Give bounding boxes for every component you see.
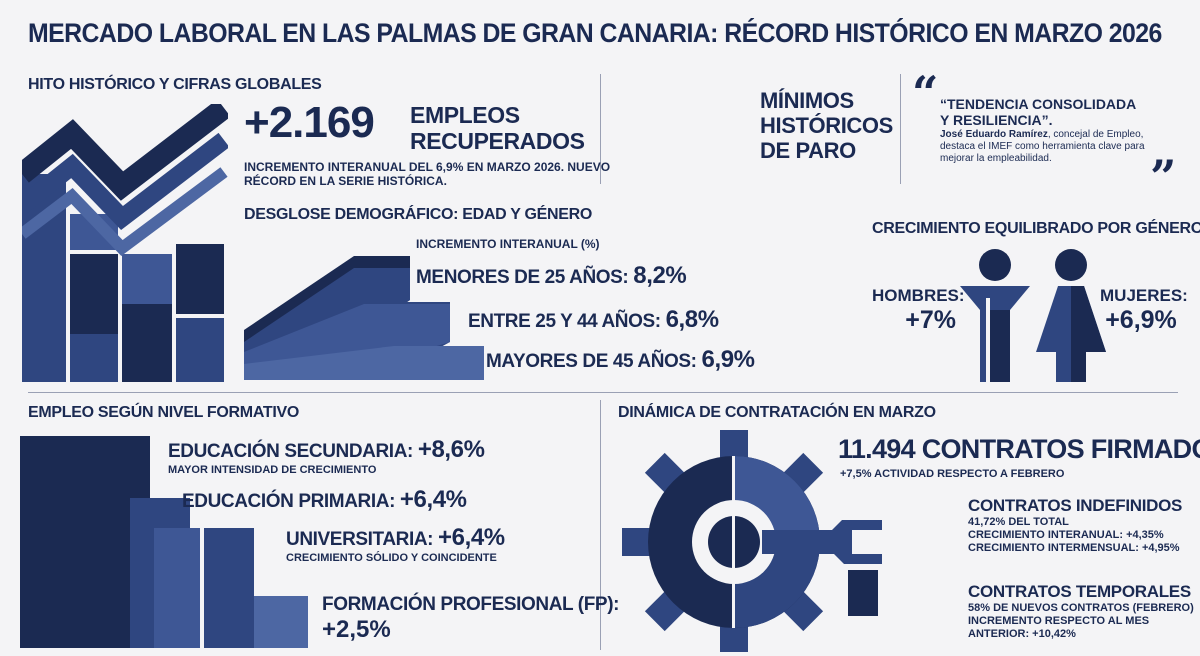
demografico-item-value: 6,9%	[701, 346, 756, 373]
indefinidos-line1: 41,72% DEL TOTAL	[968, 516, 1069, 528]
hito-desc-line1: INCREMENTO INTERANUAL DEL 6,9% EN MARZO …	[244, 160, 611, 174]
temporales-line3: ANTERIOR: +10,42%	[968, 628, 1076, 640]
temporales-line2: INCREMENTO RESPECTO AL MES	[968, 615, 1150, 627]
section-title-formativo: EMPLEO SEGÚN NIVEL FORMATIVO	[28, 404, 300, 421]
demografico-item-label: MAYORES DE 45 AÑOS:	[486, 351, 697, 372]
indefinidos-line2: CRECIMIENTO INTERANUAL: +4,35%	[968, 529, 1164, 541]
temporales-title: CONTRATOS TEMPORALES	[968, 582, 1191, 601]
page-title: MERCADO LABORAL EN LAS PALMAS DE GRAN CA…	[28, 18, 1162, 48]
quote-block: “TENDENCIA CONSOLIDADA Y RESILIENCIA”. J…	[940, 96, 1170, 165]
formativo-item-label: FORMACIÓN PROFESIONAL (FP):	[322, 594, 620, 615]
contratos-headline: 11.494 CONTRATOS FIRMADOS	[838, 434, 1200, 464]
formativo-item-label: EDUCACIÓN SECUNDARIA:	[168, 441, 413, 462]
contratos-headline-sub: +7,5% ACTIVIDAD RESPECTO A FEBRERO	[840, 468, 1065, 480]
minimos-paro: MÍNIMOS HISTÓRICOS DE PARO	[760, 88, 893, 163]
hombres-value: +7%	[905, 306, 956, 334]
demografico-item-value: 6,8%	[665, 306, 720, 333]
demografico-item-menores: MENORES DE 25 AÑOS: 8,2%	[416, 262, 687, 290]
gear-icon	[622, 430, 882, 652]
hito-value: +2.169	[244, 98, 375, 147]
quote-line1: “TENDENCIA CONSOLIDADA	[940, 96, 1137, 112]
demografico-item-value: 8,2%	[633, 262, 687, 289]
formativo-item-value: +6,4%	[438, 524, 505, 551]
indefinidos-title: CONTRATOS INDEFINIDOS	[968, 496, 1183, 515]
divider	[600, 74, 601, 184]
hito-description: INCREMENTO INTERANUAL DEL 6,9% EN MARZO …	[244, 160, 610, 188]
quote-text-line3: mejorar la empleabilidad.	[940, 153, 1052, 164]
quote-text: José Eduardo Ramírez, concejal de Empleo…	[940, 129, 1170, 165]
quote-text-line2: destaca el IMEF como herramienta clave p…	[940, 141, 1145, 152]
formativo-item-note: MAYOR INTENSIDAD DE CRECIMIENTO	[168, 464, 377, 476]
section-title-hito: HITO HISTÓRICO Y CIFRAS GLOBALES	[28, 76, 322, 93]
section-title-genero: CRECIMIENTO EQUILIBRADO POR GÉNERO	[872, 220, 1200, 237]
minimos-line1: MÍNIMOS	[760, 88, 854, 113]
quote-author: José Eduardo Ramírez	[940, 129, 1048, 140]
man-icon	[960, 249, 1030, 382]
divider	[600, 400, 601, 650]
formativo-item-primaria: EDUCACIÓN PRIMARIA: +6,4%	[182, 486, 467, 514]
genero-hombres: HOMBRES: +7%	[872, 286, 965, 335]
demografico-item-entre: ENTRE 25 Y 44 AÑOS: 6,8%	[468, 306, 719, 334]
bars-growth-icon	[22, 104, 228, 382]
divider	[900, 74, 901, 184]
formativo-item-value: +8,6%	[417, 436, 485, 463]
hombres-label: HOMBRES:	[872, 286, 965, 305]
education-blocks-icon	[20, 436, 308, 648]
section-title-demografico: DESGLOSE DEMOGRÁFICO: EDAD Y GÉNERO	[244, 206, 593, 223]
minimos-line3: DE PARO	[760, 138, 856, 163]
minimos-line2: HISTÓRICOS	[760, 113, 893, 138]
contratos-temporales: CONTRATOS TEMPORALES 58% DE NUEVOS CONTR…	[968, 582, 1194, 641]
formativo-item-note: CRECIMIENTO SÓLIDO Y COINCIDENTE	[286, 552, 497, 564]
formativo-item-secundaria: EDUCACIÓN SECUNDARIA: +8,6% MAYOR INTENS…	[168, 436, 485, 477]
stairs-chart-icon	[244, 256, 484, 380]
indefinidos-line3: CRECIMIENTO INTERMENSUAL: +4,95%	[968, 542, 1180, 554]
divider	[28, 392, 1178, 393]
formativo-item-value: +6,4%	[399, 486, 467, 513]
temporales-line1: 58% DE NUEVOS CONTRATOS (FEBRERO)	[968, 602, 1194, 614]
quote-author-rest: , concejal de Empleo,	[1047, 129, 1144, 140]
section-title-contratacion: DINÁMICA DE CONTRATACIÓN EN MARZO	[618, 404, 936, 421]
woman-icon	[1036, 249, 1106, 382]
formativo-item-fp: FORMACIÓN PROFESIONAL (FP): +2,5%	[322, 594, 619, 644]
formativo-item-universitaria: UNIVERSITARIA: +6,4% CRECIMIENTO SÓLIDO …	[286, 524, 505, 565]
hito-desc-line2: RÉCORD EN LA SERIE HISTÓRICA.	[244, 174, 447, 188]
quote-open-icon: “	[912, 66, 939, 120]
hito-label-line2: RECUPERADOS	[410, 128, 585, 154]
formativo-item-label: EDUCACIÓN PRIMARIA:	[182, 491, 396, 512]
demografico-item-mayores: MAYORES DE 45 AÑOS: 6,9%	[486, 346, 755, 374]
demografico-item-label: ENTRE 25 Y 44 AÑOS:	[468, 311, 661, 332]
demografico-subtitle: INCREMENTO INTERANUAL (%)	[416, 237, 600, 251]
hito-label: EMPLEOS RECUPERADOS	[410, 102, 585, 154]
mujeres-value: +6,9%	[1105, 306, 1177, 334]
genero-mujeres: MUJERES: +6,9%	[1100, 286, 1188, 335]
contratos-indefinidos: CONTRATOS INDEFINIDOS 41,72% DEL TOTAL C…	[968, 496, 1182, 555]
formativo-item-label: UNIVERSITARIA:	[286, 529, 434, 550]
mujeres-label: MUJERES:	[1100, 286, 1188, 305]
quote-close-icon: ”	[1150, 150, 1177, 204]
formativo-item-value: +2,5%	[322, 616, 391, 643]
demografico-item-label: MENORES DE 25 AÑOS:	[416, 267, 629, 288]
hito-label-line1: EMPLEOS	[410, 102, 520, 128]
quote-line2: Y RESILIENCIA”.	[940, 112, 1053, 128]
